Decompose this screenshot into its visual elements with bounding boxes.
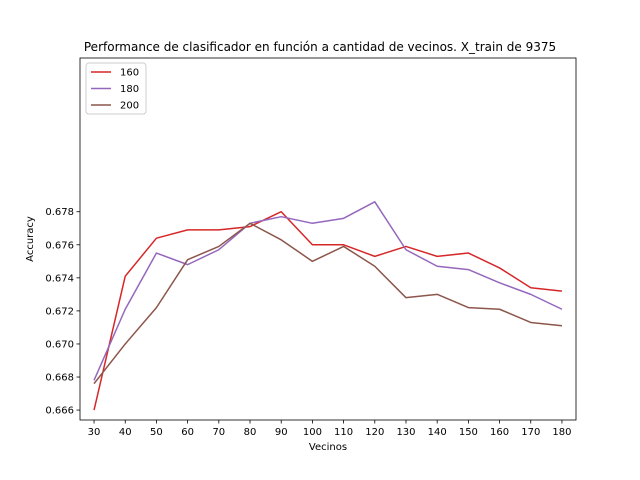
data-point-200 [467,306,469,308]
legend: 160 180 200 [85,62,147,115]
data-point-200 [186,258,188,260]
data-point-180 [374,201,376,203]
data-point-160 [530,287,532,289]
x-tick-label: 170 [521,427,540,438]
data-point-180 [93,379,95,381]
data-point-180 [218,249,220,251]
x-tick-label: 160 [490,427,509,438]
y-tick-label: 0.676 [45,240,74,251]
data-point-160 [155,237,157,239]
data-point-200 [436,293,438,295]
x-tick-label: 60 [181,427,194,438]
data-point-180 [280,215,282,217]
data-point-200 [374,265,376,267]
y-tick-label: 0.674 [45,273,74,284]
series-line-180 [93,201,563,381]
data-point-200 [311,260,313,262]
plot-area [80,58,576,420]
x-tick-label: 140 [428,427,447,438]
data-point-200 [155,306,157,308]
data-point-180 [561,308,563,310]
data-point-180 [436,265,438,267]
x-tick-label: 180 [552,427,571,438]
legend-label: 160 [120,68,139,79]
data-point-160 [218,229,220,231]
x-tick-label: 50 [150,427,163,438]
plot-background [80,58,576,420]
data-point-160 [124,275,126,277]
data-point-180 [530,293,532,295]
legend-label: 200 [120,101,139,112]
x-tick-label: 70 [212,427,225,438]
y-tick-label: 0.678 [45,207,74,218]
data-point-200 [249,222,251,224]
data-point-180 [342,217,344,219]
data-point-180 [467,268,469,270]
series-line-160 [93,210,563,411]
data-point-200 [124,343,126,345]
data-point-200 [405,296,407,298]
y-tick-label: 0.670 [45,339,74,350]
axes-border [79,57,577,421]
x-tick-label: 150 [459,427,478,438]
data-point-180 [405,249,407,251]
data-point-160 [374,255,376,257]
data-point-160 [280,211,282,213]
axes-frame [79,57,577,421]
x-tick-label: 40 [119,427,132,438]
data-point-200 [280,239,282,241]
x-tick-label: 120 [365,427,384,438]
data-point-180 [124,308,126,310]
series-line-200 [93,222,563,385]
y-tick-label: 0.666 [45,406,74,417]
data-point-180 [311,222,313,224]
data-point-200 [530,321,532,323]
data-point-160 [498,267,500,269]
data-point-200 [498,308,500,310]
data-point-160 [436,255,438,257]
x-axis-label: Vecinos [309,442,347,453]
data-point-200 [93,382,95,384]
series-layer [93,201,563,411]
y-axis: 0.666 0.668 0.670 0.672 0.674 0.676 0.678 [45,207,80,417]
data-point-160 [93,409,95,411]
data-point-200 [561,325,563,327]
x-tick-label: 130 [396,427,415,438]
chart-title: Performance de clasificador en función a… [84,40,556,54]
y-tick-label: 0.672 [45,306,74,317]
data-point-160 [467,252,469,254]
x-tick-label: 30 [88,427,101,438]
x-tick-label: 80 [244,427,257,438]
data-point-160 [186,229,188,231]
data-point-160 [249,225,251,227]
data-point-160 [311,244,313,246]
x-tick-label: 90 [275,427,288,438]
x-axis: 30 40 50 60 70 80 90 100 110 120 130 140 150 160 170 18… [88,420,572,438]
data-point-180 [186,263,188,265]
data-point-180 [155,252,157,254]
data-point-200 [218,245,220,247]
y-tick-label: 0.668 [45,373,74,384]
data-point-160 [561,290,563,292]
data-point-180 [498,282,500,284]
y-axis-label: Accuracy [25,216,36,262]
legend-label: 180 [120,84,139,95]
data-point-200 [342,245,344,247]
x-tick-label: 110 [334,427,353,438]
legend-box [85,62,147,115]
x-tick-label: 100 [303,427,322,438]
